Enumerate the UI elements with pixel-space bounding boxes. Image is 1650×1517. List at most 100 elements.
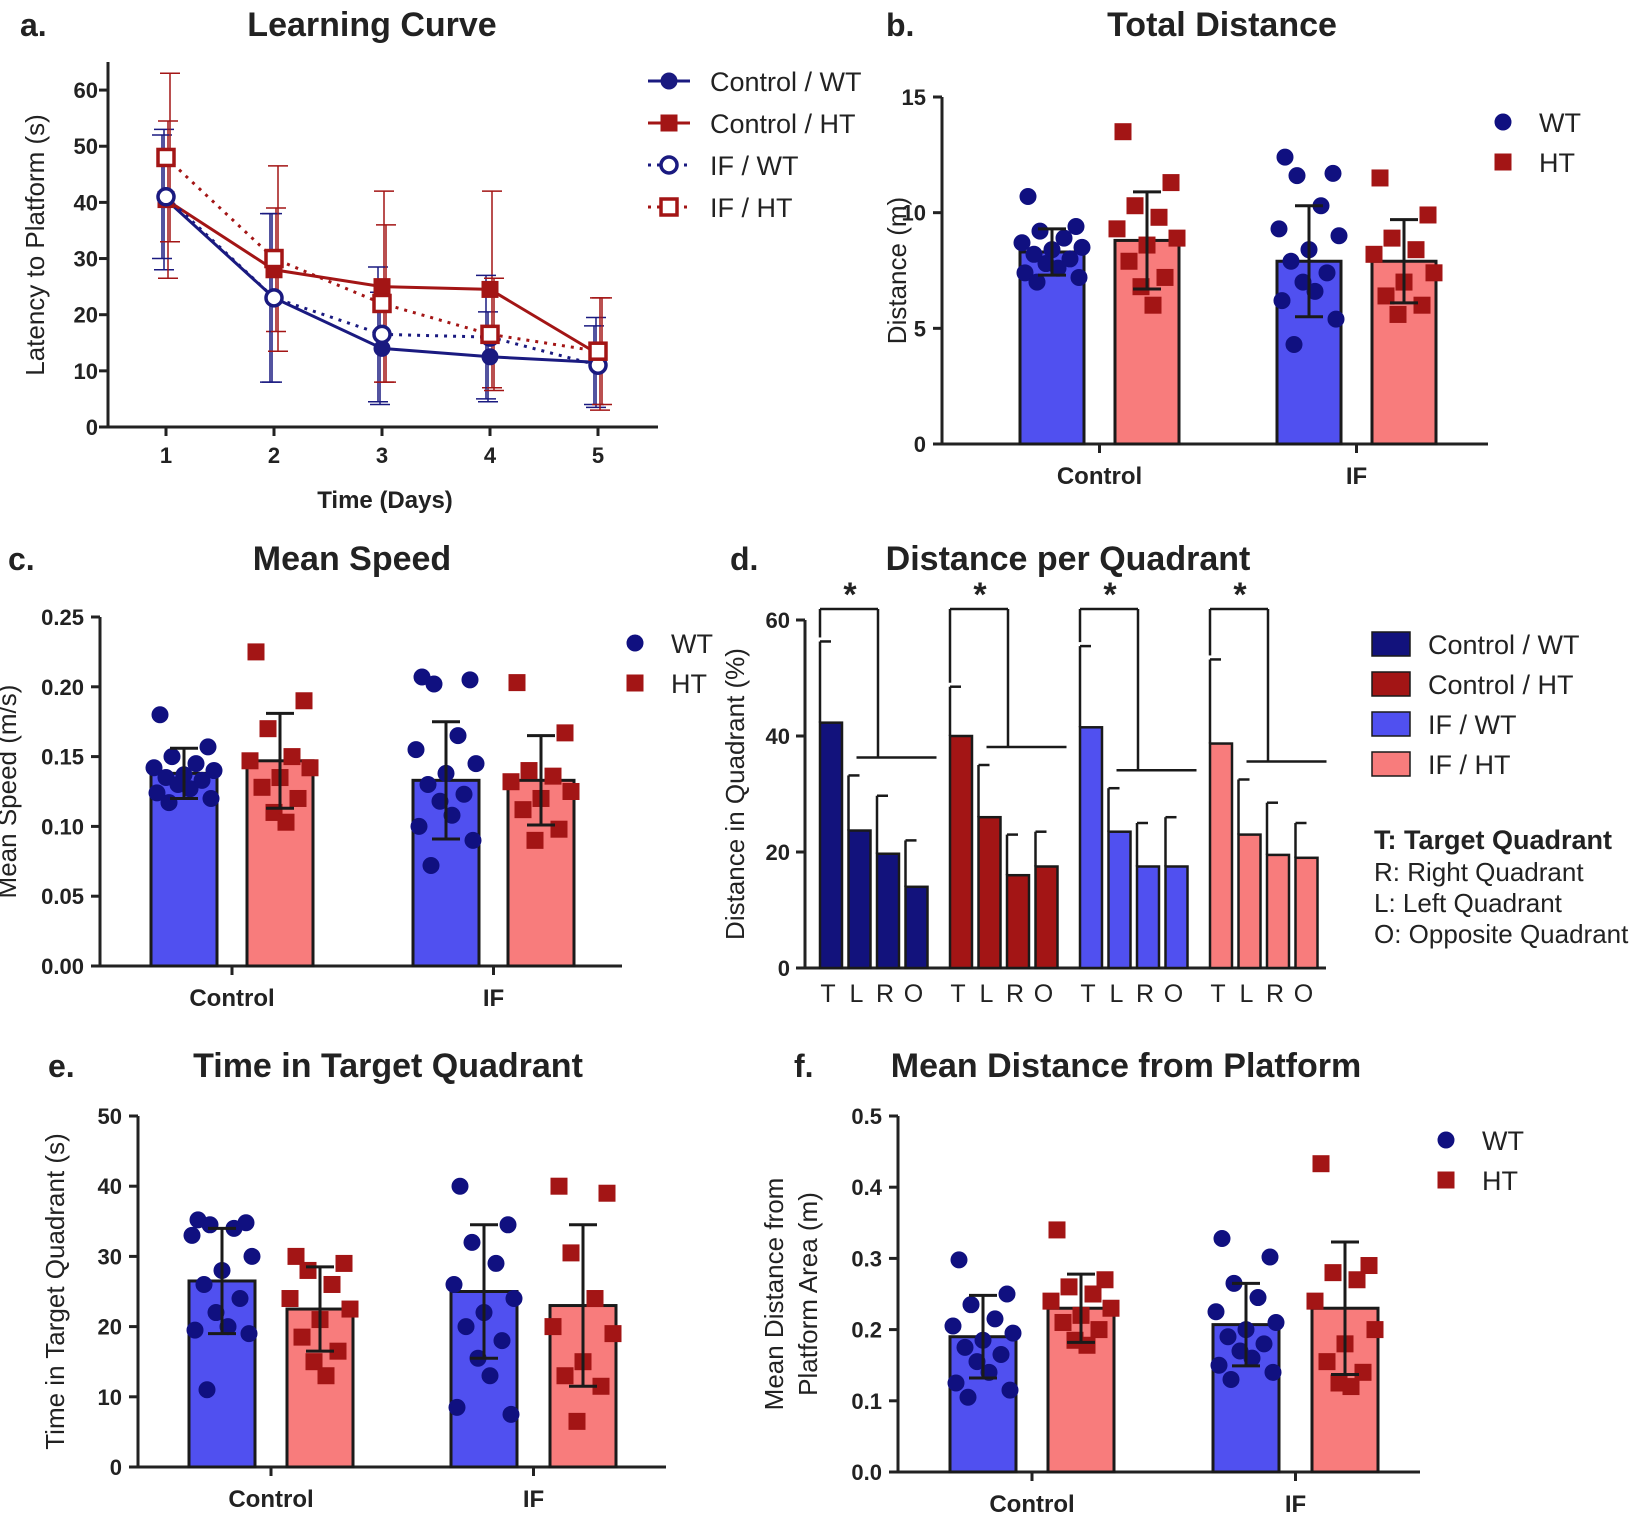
panel-f-title: Mean Distance from Platform bbox=[891, 1047, 1361, 1085]
panel-b-point-wt bbox=[1031, 222, 1049, 240]
panel-c-point-ht bbox=[295, 692, 313, 710]
panel-e-point-wt bbox=[231, 1290, 249, 1308]
panel-a-legend-label: Control / HT bbox=[710, 109, 856, 139]
panel-d-significance-star: * bbox=[973, 576, 987, 614]
panel-c-point-wt bbox=[205, 762, 223, 780]
panel-d-quadrant-label: T bbox=[1080, 980, 1095, 1008]
panel-c-point-wt bbox=[187, 755, 205, 773]
panel-d-quadrant-label: T bbox=[820, 980, 835, 1008]
panel-c-point-wt bbox=[407, 741, 425, 759]
panel-b-point-ht bbox=[1150, 208, 1168, 226]
panel-d-quadrant-label: R bbox=[876, 980, 894, 1008]
panel-a-point bbox=[264, 288, 284, 308]
panel-d-quadrant-label: O bbox=[1294, 980, 1313, 1008]
panel-f-legend-marker bbox=[1437, 1171, 1455, 1189]
panel-b-point-wt bbox=[1288, 167, 1306, 185]
panel-b-point-wt bbox=[1270, 220, 1288, 238]
panel-e-point-ht bbox=[598, 1184, 616, 1202]
panel-f-ylabel-line1: Mean Distance from bbox=[759, 1178, 789, 1411]
panel-c-ylabel: Mean Speed (m/s) bbox=[0, 685, 22, 899]
panel-b-point-wt bbox=[1067, 218, 1085, 236]
panel-f-ylabel-line2: Platform Area (m) bbox=[793, 1192, 823, 1396]
panel-f-point-ht bbox=[1090, 1321, 1108, 1339]
panel-e-point-wt bbox=[198, 1381, 216, 1399]
panel-f-point-wt bbox=[980, 1363, 998, 1381]
panel-e-point-wt bbox=[499, 1216, 517, 1234]
panel-a-y-tick-label: 30 bbox=[74, 247, 98, 272]
panel-e-point-wt bbox=[502, 1405, 520, 1423]
panel-d-bar bbox=[1034, 865, 1059, 970]
panel-a-point bbox=[480, 324, 500, 345]
panel-e-point-wt bbox=[201, 1216, 219, 1234]
panel-d-bar bbox=[1135, 865, 1161, 970]
panel-c-point-ht bbox=[562, 783, 580, 800]
panel-a-point bbox=[373, 278, 391, 296]
panel-f-point-ht bbox=[1042, 1292, 1060, 1310]
panel-d-bar bbox=[948, 734, 974, 970]
panel-b-point-wt bbox=[1025, 245, 1043, 263]
panel-e-point-wt bbox=[186, 1321, 204, 1339]
panel-d-legend-swatch bbox=[1371, 631, 1411, 657]
panel-e-y-tick-label: 10 bbox=[98, 1385, 122, 1410]
panel-c-point-ht bbox=[514, 801, 532, 819]
panel-b-point-ht bbox=[1383, 229, 1401, 247]
panel-f-point-ht bbox=[1054, 1313, 1072, 1331]
panel-b-y-tick-label: 10 bbox=[902, 201, 926, 226]
panel-f-point-ht bbox=[1360, 1257, 1378, 1275]
panel-c-point-ht bbox=[520, 762, 538, 780]
panel-f-point-wt bbox=[1213, 1229, 1231, 1247]
panel-f-point-wt bbox=[1207, 1303, 1225, 1321]
panel-e-point-ht bbox=[568, 1412, 586, 1430]
panel-c-point-wt bbox=[193, 771, 211, 789]
panel-a-x-tick-label: 1 bbox=[160, 443, 172, 468]
panel-f-point-wt bbox=[947, 1374, 965, 1392]
panel-b-point-ht bbox=[1389, 305, 1407, 323]
panel-f-point-wt bbox=[986, 1310, 1004, 1328]
panel-e-point-ht bbox=[323, 1275, 341, 1293]
panel-b-legend-label: HT bbox=[1539, 148, 1575, 178]
panel-c-label: c. bbox=[8, 541, 35, 577]
panel-d-bar bbox=[847, 829, 872, 970]
panel-b-y-tick-label: 15 bbox=[902, 85, 926, 110]
panel-c-point-ht bbox=[283, 748, 301, 766]
panel-c-y-tick-label: 0.05 bbox=[41, 884, 84, 909]
panel-b-point-wt bbox=[1019, 187, 1037, 205]
panel-e-point-wt bbox=[183, 1226, 201, 1244]
panel-f-point-ht bbox=[1318, 1353, 1336, 1371]
panel-b-point-ht bbox=[1144, 296, 1162, 314]
panel-a-x-tick-label: 2 bbox=[268, 443, 280, 468]
panel-e-point-wt bbox=[481, 1367, 499, 1385]
panel-a-point bbox=[481, 348, 499, 366]
panel-b-point-ht bbox=[1156, 268, 1174, 286]
panel-d-bar bbox=[1164, 865, 1189, 970]
panel-a-x-tick-label: 4 bbox=[484, 443, 497, 468]
panel-f-y-tick-label: 0.4 bbox=[851, 1175, 882, 1200]
panel-f-point-wt bbox=[992, 1346, 1010, 1364]
panel-a-y-tick-label: 0 bbox=[86, 415, 98, 440]
panel-e-point-ht bbox=[317, 1367, 335, 1385]
panel-b-point-wt bbox=[1282, 252, 1300, 270]
panel-b-y-tick-label: 0 bbox=[914, 432, 926, 457]
panel-d-ylabel: Distance in Quadrant (%) bbox=[720, 648, 750, 940]
panel-b-point-wt bbox=[1285, 336, 1303, 354]
panel-d-y-tick-label: 60 bbox=[766, 608, 790, 633]
panel-c-point-ht bbox=[247, 643, 265, 661]
panel-f-point-wt bbox=[1255, 1335, 1273, 1353]
panel-c-point-ht bbox=[544, 767, 562, 785]
panel-b-point-wt bbox=[1070, 268, 1088, 286]
panel-d-quadrant-label: O bbox=[1034, 980, 1053, 1008]
panel-d-bar bbox=[977, 815, 1002, 970]
panel-c-point-wt bbox=[455, 785, 473, 803]
panel-c-category-label: IF bbox=[483, 985, 504, 1012]
panel-e-point-wt bbox=[457, 1318, 475, 1336]
panel-b-category-label: IF bbox=[1346, 463, 1367, 490]
panel-d-quadrant-label: T bbox=[950, 980, 965, 1008]
panel-b-point-ht bbox=[1114, 123, 1132, 141]
panel-d-bar bbox=[1294, 856, 1319, 970]
panel-e-point-ht bbox=[305, 1353, 323, 1371]
panel-c-point-wt bbox=[145, 759, 163, 777]
panel-f-y-tick-label: 0.3 bbox=[851, 1246, 882, 1271]
panel-f-point-ht bbox=[1060, 1278, 1078, 1296]
panel-f-point-wt bbox=[950, 1251, 968, 1269]
panel-b-point-wt bbox=[1318, 264, 1336, 282]
